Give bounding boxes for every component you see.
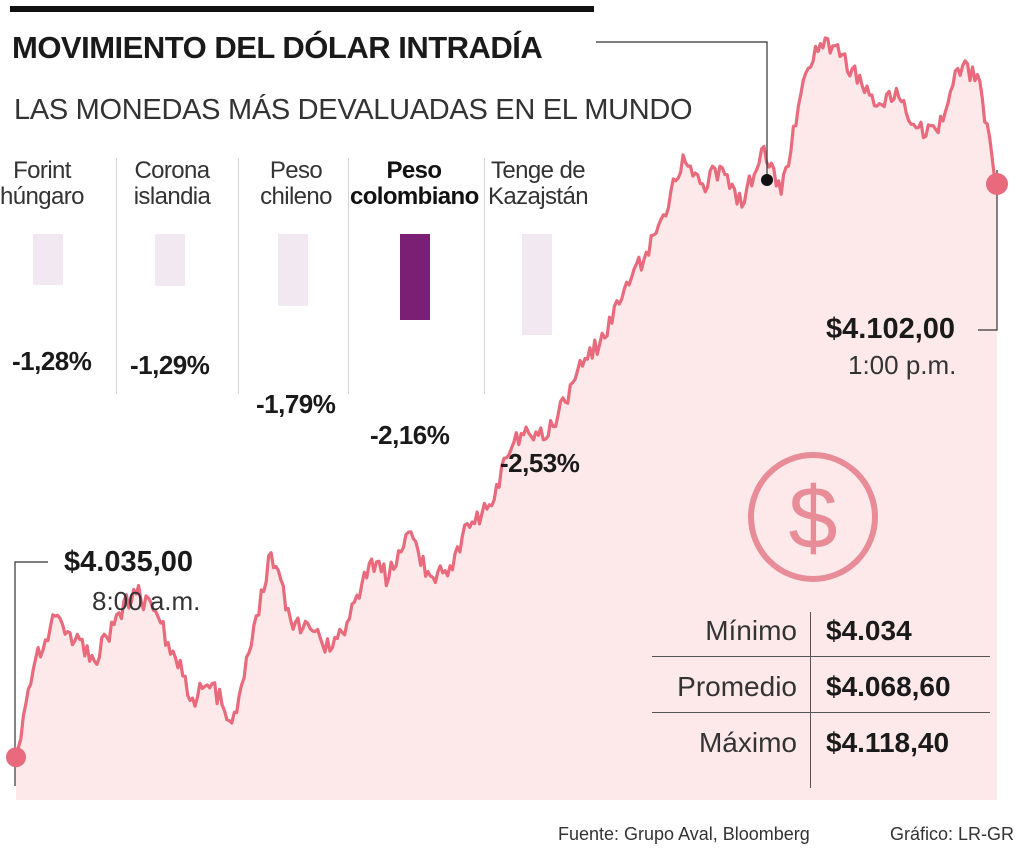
currency-bar-peso-chileno bbox=[278, 234, 308, 306]
close-leader-line bbox=[978, 170, 998, 331]
price-line bbox=[14, 36, 999, 758]
stat-value-avg: $4.068,60 bbox=[826, 671, 951, 702]
currency-value-corona: -1,29% bbox=[130, 350, 210, 380]
divider bbox=[348, 158, 349, 394]
svg-text:$: $ bbox=[789, 468, 838, 567]
currency-bar-forint bbox=[33, 234, 63, 285]
divider bbox=[116, 158, 117, 394]
stat-label-avg: Promedio bbox=[677, 671, 797, 702]
close-point bbox=[986, 173, 1008, 195]
currency-value-forint: -1,28% bbox=[12, 346, 92, 376]
header-bar bbox=[10, 6, 594, 12]
table-divider bbox=[652, 656, 990, 657]
dollar-circle-icon: $ bbox=[748, 452, 878, 582]
credit-label: Gráfico: LR-GR bbox=[890, 824, 1015, 844]
currency-label-corona: Corona islandia bbox=[133, 157, 211, 210]
stat-value-min: $4.034 bbox=[826, 615, 912, 646]
page-subtitle: LAS MONEDAS MÁS DEVALUADAS EN EL MUNDO bbox=[14, 94, 693, 126]
currency-bar-corona bbox=[155, 234, 185, 286]
currency-value-peso-chileno: -1,79% bbox=[256, 389, 336, 419]
close-time-label: 1:00 p.m. bbox=[848, 350, 957, 380]
stat-label-min: Mínimo bbox=[705, 615, 797, 646]
open-price-label: $4.035,00 bbox=[64, 546, 194, 578]
divider bbox=[238, 158, 239, 394]
price-area bbox=[16, 37, 997, 800]
open-time-label: 8:00 a.m. bbox=[92, 586, 201, 616]
stat-value-max: $4.118,40 bbox=[826, 727, 950, 758]
currency-value-peso-colombiano: -2,16% bbox=[370, 420, 450, 450]
currency-label-tenge: Tenge de Kazajstán bbox=[488, 157, 589, 210]
table-column-divider bbox=[810, 612, 811, 788]
open-leader-line bbox=[14, 561, 48, 786]
table-divider bbox=[652, 712, 990, 713]
page-title: MOVIMIENTO DEL DÓLAR INTRADÍA bbox=[12, 30, 543, 65]
title-leader-line bbox=[596, 41, 768, 178]
source-label: Fuente: Grupo Aval, Bloomberg bbox=[558, 824, 810, 844]
currency-label-peso-colombiano: Peso colombiano bbox=[350, 157, 479, 210]
close-price-label: $4.102,00 bbox=[826, 313, 956, 345]
currency-bar-peso-colombiano bbox=[400, 234, 430, 320]
currency-label-forint: Forint húngaro bbox=[0, 157, 84, 210]
currency-label-peso-chileno: Peso chileno bbox=[260, 157, 332, 210]
currency-bar-tenge bbox=[522, 234, 552, 335]
stat-label-max: Máximo bbox=[698, 727, 797, 758]
open-point bbox=[6, 747, 26, 768]
title-leader-dot bbox=[761, 174, 773, 186]
currency-value-tenge: -2,53% bbox=[500, 448, 580, 478]
divider bbox=[484, 158, 485, 394]
